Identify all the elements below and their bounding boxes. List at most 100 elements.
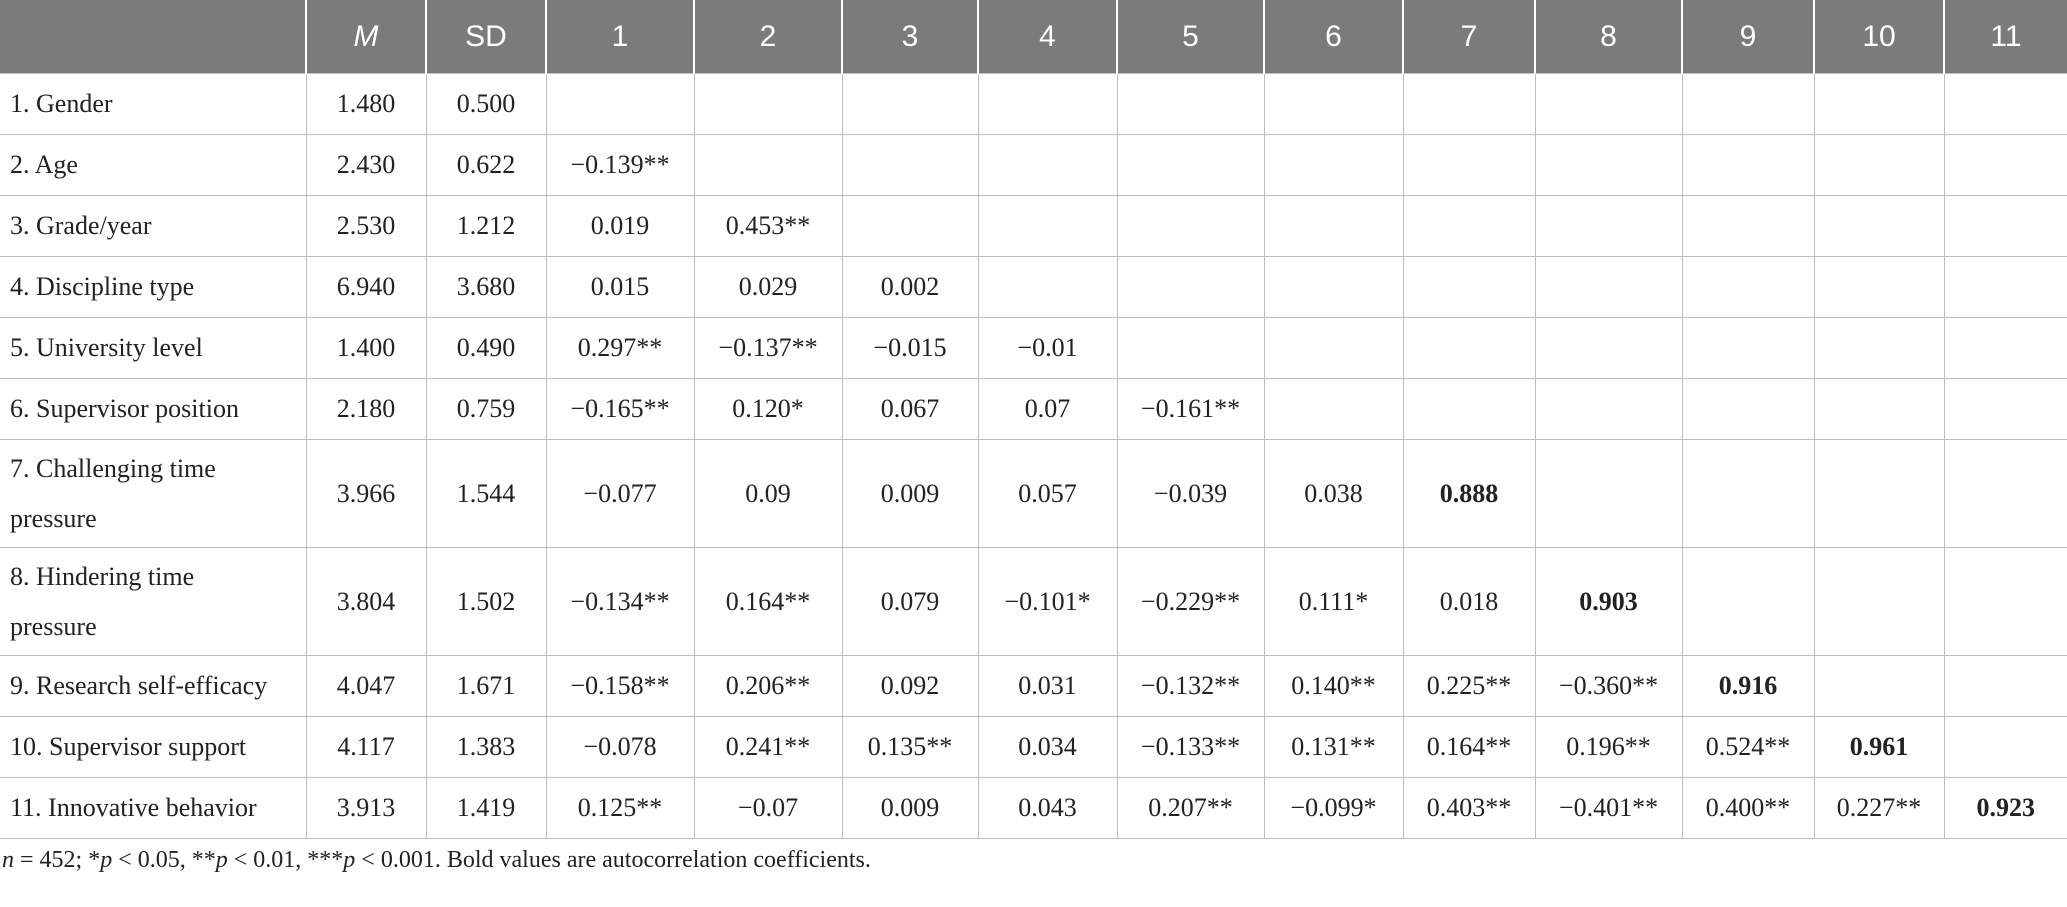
correlation-cell (1116, 195, 1265, 257)
correlation-cell: −0.099* (1263, 777, 1404, 839)
correlation-cell: −0.165** (545, 378, 695, 440)
correlation-cell: 0.009 (841, 777, 979, 839)
correlation-cell: −0.132** (1116, 655, 1265, 717)
correlation-cell (1263, 317, 1404, 379)
row-label: 10. Supervisor support (0, 716, 307, 778)
correlation-cell: 0.09 (693, 439, 843, 548)
table-row: 11. Innovative behavior 3.913 1.419 0.125**… (0, 777, 2067, 839)
mean-cell: 1.480 (305, 73, 427, 135)
correlation-cell: 0.029 (693, 256, 843, 318)
correlation-cell: 0.092 (841, 655, 979, 717)
sd-cell: 1.502 (425, 547, 547, 656)
header-cell-mean: M (306, 0, 427, 74)
correlation-cell (1813, 317, 1945, 379)
correlation-cell: 0.207** (1116, 777, 1265, 839)
correlation-cell (1681, 378, 1815, 440)
correlation-cell: 0.125** (545, 777, 695, 839)
correlation-cell: 0.079 (841, 547, 979, 656)
correlation-cell (1943, 439, 2067, 548)
correlation-cell: −0.161** (1116, 378, 1265, 440)
correlation-cell: −0.01 (977, 317, 1118, 379)
correlation-cell: 0.140** (1263, 655, 1404, 717)
correlation-cell (693, 134, 843, 196)
sd-cell: 0.490 (425, 317, 547, 379)
correlation-cell: 0.400** (1681, 777, 1815, 839)
table-row: 10. Supervisor support 4.117 1.383 −0.078 0.… (0, 716, 2067, 778)
correlation-cell (1402, 73, 1536, 135)
correlation-cell (1534, 317, 1683, 379)
correlation-cell: 0.038 (1263, 439, 1404, 548)
correlation-cell (1813, 134, 1945, 196)
correlation-cell: 0.164** (1402, 716, 1536, 778)
header-cell-7: 7 (1403, 0, 1536, 74)
correlation-cell: 0.923 (1943, 777, 2067, 839)
row-label: 3. Grade/year (0, 195, 307, 257)
mean-cell: 6.940 (305, 256, 427, 318)
correlation-cell (1943, 256, 2067, 318)
correlation-cell (545, 73, 695, 135)
correlation-table: M SD 1 2 3 4 5 6 7 8 9 10 11 1. Gender 1.… (0, 0, 2067, 839)
correlation-cell (1534, 195, 1683, 257)
row-label: 7. Challenging time pressure (0, 439, 307, 548)
correlation-cell: 0.903 (1534, 547, 1683, 656)
correlation-cell: −0.139** (545, 134, 695, 196)
row-label: 1. Gender (0, 73, 307, 135)
header-cell-1: 1 (546, 0, 695, 74)
correlation-cell (1534, 134, 1683, 196)
mean-cell: 4.047 (305, 655, 427, 717)
correlation-cell: 0.524** (1681, 716, 1815, 778)
correlation-cell (1402, 195, 1536, 257)
correlation-cell (1263, 378, 1404, 440)
correlation-cell (1402, 134, 1536, 196)
correlation-cell (1534, 378, 1683, 440)
correlation-cell: 0.034 (977, 716, 1118, 778)
correlation-cell (1813, 378, 1945, 440)
correlation-cell: −0.077 (545, 439, 695, 548)
correlation-cell (1681, 73, 1815, 135)
sd-cell: 1.383 (425, 716, 547, 778)
sd-cell: 1.212 (425, 195, 547, 257)
correlation-cell (1402, 378, 1536, 440)
table-row: 2. Age 2.430 0.622 −0.139** (0, 134, 2067, 196)
correlation-cell: 0.111* (1263, 547, 1404, 656)
row-label: 6. Supervisor position (0, 378, 307, 440)
correlation-cell (1402, 317, 1536, 379)
correlation-cell (1534, 439, 1683, 548)
sd-cell: 1.671 (425, 655, 547, 717)
header-cell-label (0, 0, 307, 74)
correlation-cell (1943, 547, 2067, 656)
correlation-table-container: M SD 1 2 3 4 5 6 7 8 9 10 11 1. Gender 1.… (0, 0, 2067, 873)
correlation-cell (1943, 378, 2067, 440)
header-cell-11: 11 (1944, 0, 2067, 74)
correlation-cell: 0.057 (977, 439, 1118, 548)
correlation-cell (1813, 655, 1945, 717)
mean-cell: 1.400 (305, 317, 427, 379)
correlation-cell: −0.015 (841, 317, 979, 379)
row-label: 11. Innovative behavior (0, 777, 307, 839)
sd-cell: 0.622 (425, 134, 547, 196)
mean-cell: 2.530 (305, 195, 427, 257)
correlation-cell: 0.009 (841, 439, 979, 548)
table-row: 3. Grade/year 2.530 1.212 0.019 0.453** (0, 195, 2067, 257)
header-cell-4: 4 (978, 0, 1118, 74)
correlation-cell (1116, 256, 1265, 318)
correlation-cell: −0.401** (1534, 777, 1683, 839)
sd-cell: 1.544 (425, 439, 547, 548)
table-row: 6. Supervisor position 2.180 0.759 −0.165**… (0, 378, 2067, 440)
sd-cell: 3.680 (425, 256, 547, 318)
table-row: 7. Challenging time pressure 3.966 1.544 −0.… (0, 439, 2067, 548)
correlation-cell: 0.07 (977, 378, 1118, 440)
correlation-cell (1813, 439, 1945, 548)
correlation-cell (1943, 134, 2067, 196)
correlation-cell: −0.101* (977, 547, 1118, 656)
header-cell-2: 2 (694, 0, 843, 74)
mean-cell: 3.804 (305, 547, 427, 656)
row-label: 9. Research self-efficacy (0, 655, 307, 717)
correlation-cell: −0.039 (1116, 439, 1265, 548)
mean-cell: 3.966 (305, 439, 427, 548)
correlation-cell (1681, 439, 1815, 548)
table-body: 1. Gender 1.480 0.500 2. Age 2.430 0.622 −0.13… (0, 73, 2067, 839)
correlation-cell (1943, 655, 2067, 717)
correlation-cell: −0.360** (1534, 655, 1683, 717)
correlation-cell: 0.120* (693, 378, 843, 440)
